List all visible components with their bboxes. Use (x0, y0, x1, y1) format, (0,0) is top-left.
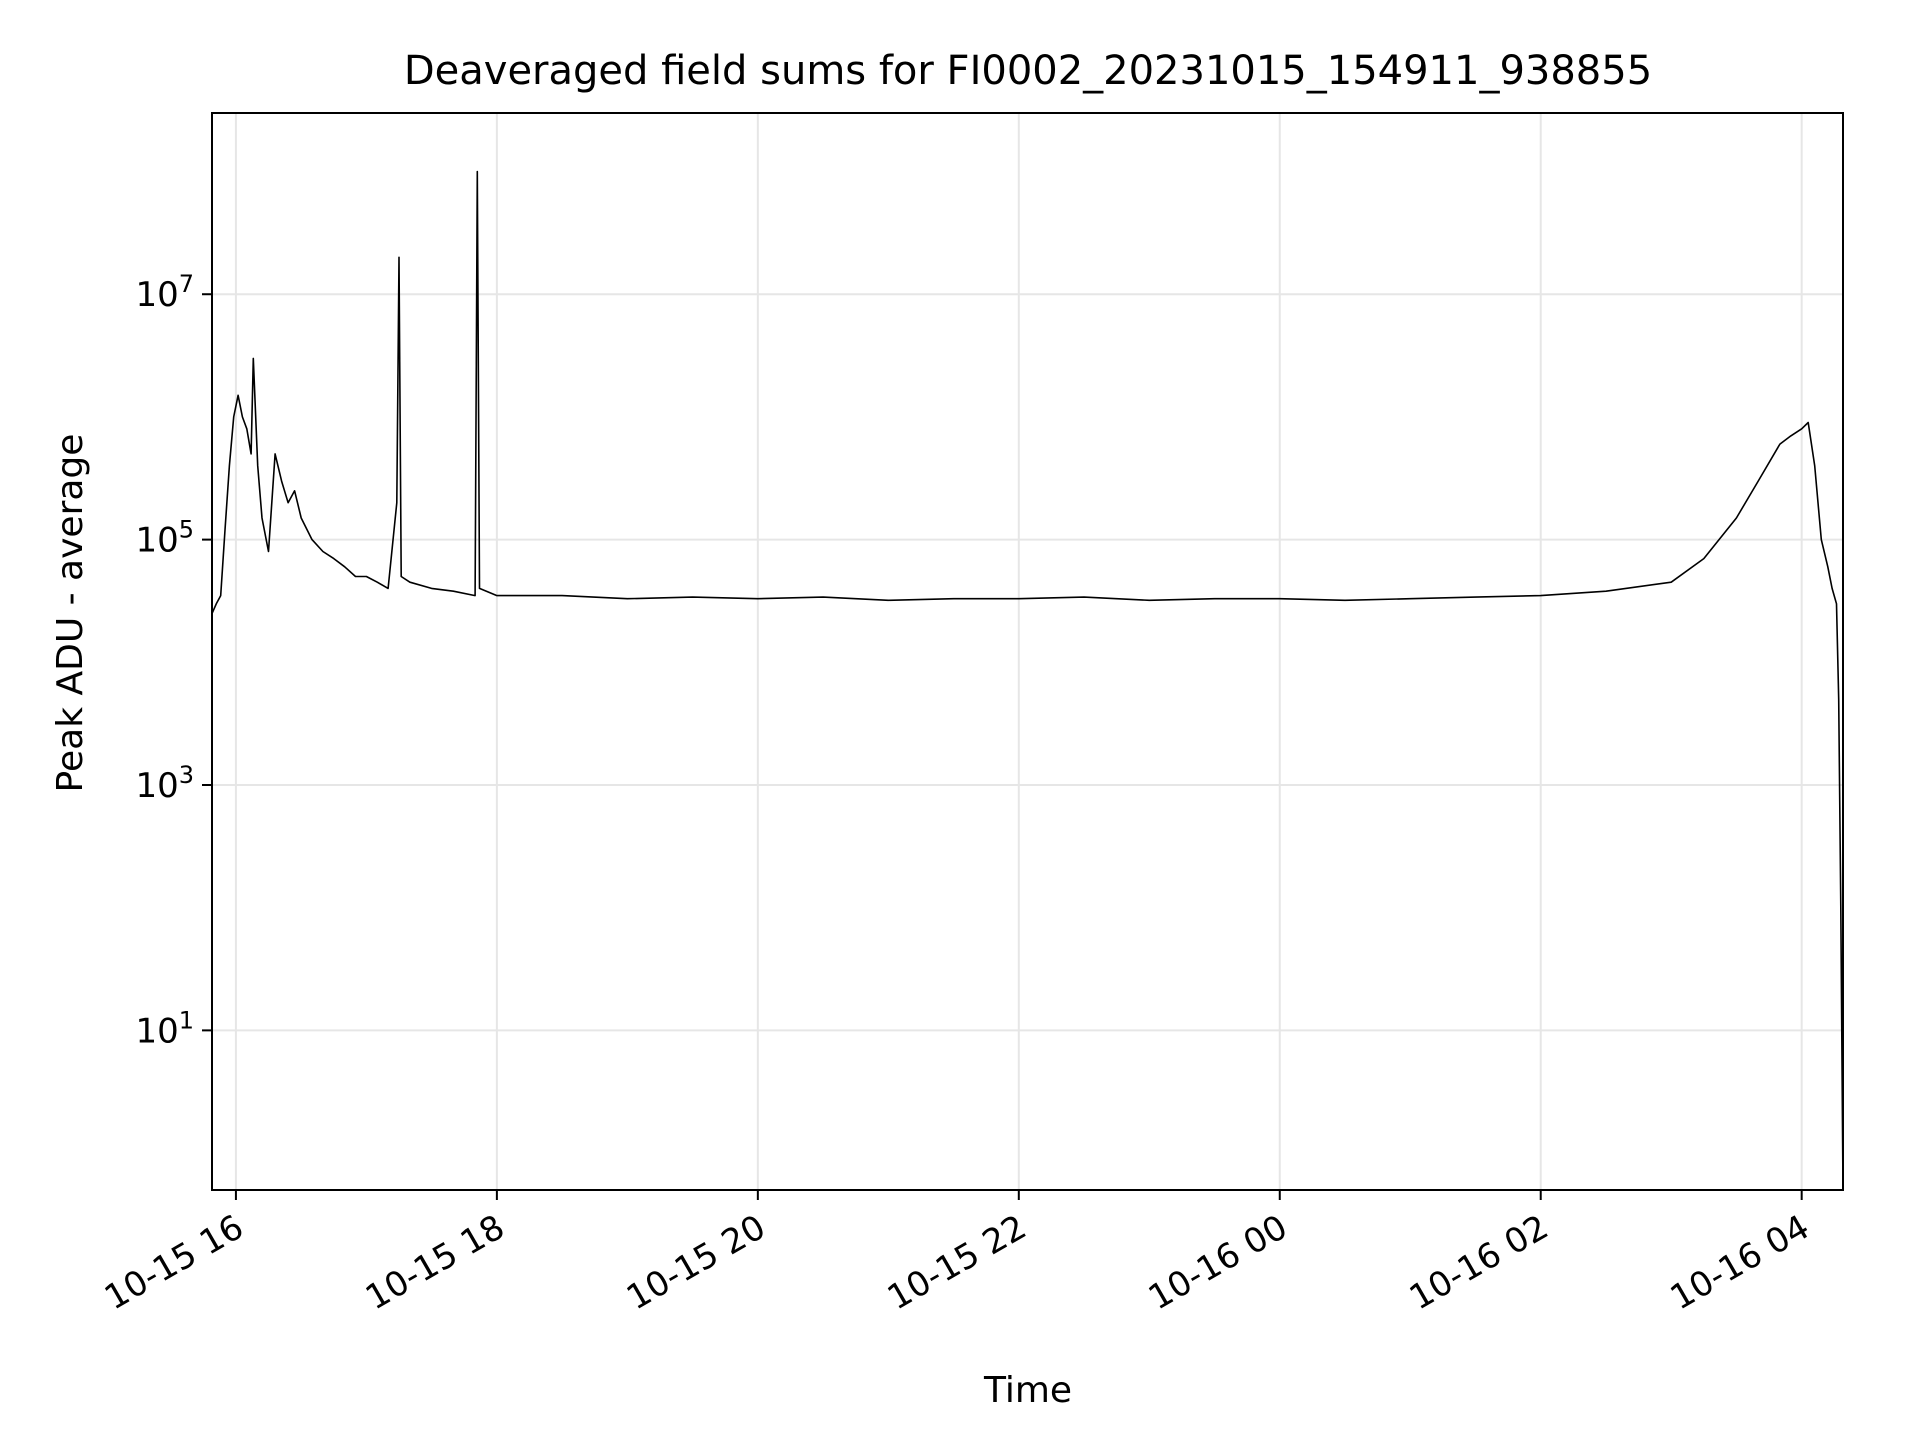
plot-frame (211, 112, 1844, 1191)
series-line (211, 170, 1844, 1191)
data-layer (211, 170, 1844, 1191)
chart-title: Deaveraged field sums for FI0002_2023101… (404, 48, 1652, 94)
y-tick-label: 101 (135, 1006, 194, 1051)
y-tick-label: 107 (135, 270, 194, 315)
y-axis-label: Peak ADU - average (50, 434, 91, 793)
grid (212, 113, 1843, 1190)
x-axis-label: Time (983, 1370, 1072, 1411)
y-tick-label: 103 (135, 761, 194, 806)
y-axis: 101 103 105 107 (135, 270, 212, 1051)
y-tick-label: 105 (135, 516, 194, 561)
